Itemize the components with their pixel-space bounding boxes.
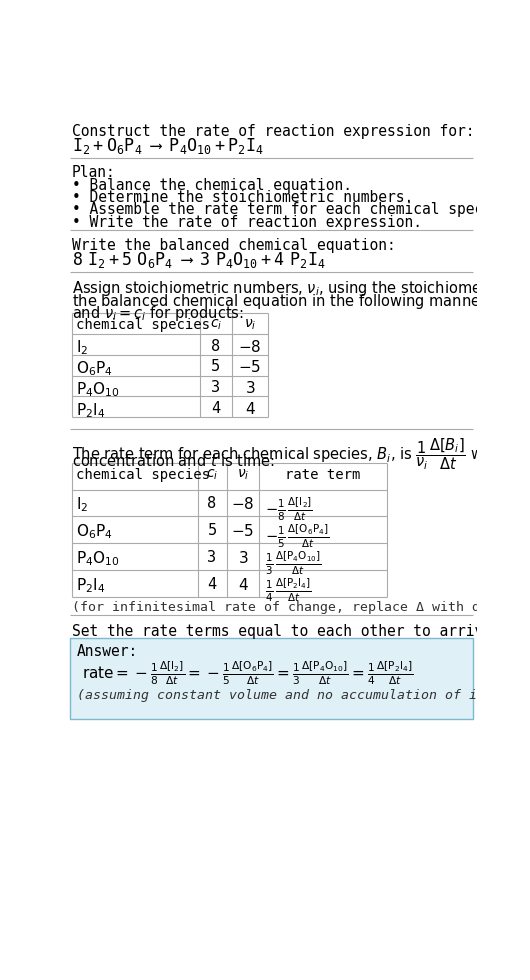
Text: $-8$: $-8$	[238, 339, 262, 355]
Text: the balanced chemical equation in the following manner: $\nu_i = -c_i$ for react: the balanced chemical equation in the fo…	[72, 292, 530, 311]
Text: rate term: rate term	[285, 468, 360, 482]
Text: $\mathrm{P_4O_{10}}$: $\mathrm{P_4O_{10}}$	[76, 550, 119, 568]
Text: • Determine the stoichiometric numbers.: • Determine the stoichiometric numbers.	[72, 190, 413, 205]
Text: $-\frac{1}{5}\,\frac{\Delta[\mathrm{O_6P_4}]}{\Delta t}$: $-\frac{1}{5}\,\frac{\Delta[\mathrm{O_6P…	[266, 522, 330, 550]
Text: Construct the rate of reaction expression for:: Construct the rate of reaction expressio…	[72, 123, 474, 139]
Text: $-5$: $-5$	[238, 360, 261, 375]
Text: $\nu_i$: $\nu_i$	[244, 318, 256, 332]
Text: chemical species: chemical species	[76, 318, 209, 332]
Text: $\mathrm{I_2}$: $\mathrm{I_2}$	[76, 339, 88, 358]
Text: 5: 5	[211, 360, 220, 374]
Text: concentration and $t$ is time:: concentration and $t$ is time:	[72, 454, 275, 469]
Bar	[70, 638, 473, 719]
Text: 8: 8	[207, 496, 217, 511]
Text: • Balance the chemical equation.: • Balance the chemical equation.	[72, 177, 352, 193]
Text: Assign stoichiometric numbers, $\nu_i$, using the stoichiometric coefficients, $: Assign stoichiometric numbers, $\nu_i$, …	[72, 279, 530, 298]
Text: $\mathrm{P_4O_{10}}$: $\mathrm{P_4O_{10}}$	[76, 380, 119, 399]
Text: (for infinitesimal rate of change, replace Δ with d): (for infinitesimal rate of change, repla…	[72, 601, 488, 614]
Text: $\mathrm{P_2I_4}$: $\mathrm{P_2I_4}$	[76, 576, 105, 595]
Text: Set the rate terms equal to each other to arrive at the rate expression:: Set the rate terms equal to each other t…	[72, 624, 530, 639]
Text: The rate term for each chemical species, $B_i$, is $\dfrac{1}{\nu_i}\dfrac{\Delt: The rate term for each chemical species,…	[72, 436, 530, 472]
Text: Write the balanced chemical equation:: Write the balanced chemical equation:	[72, 238, 395, 253]
Text: $\mathrm{P_2I_4}$: $\mathrm{P_2I_4}$	[76, 401, 105, 419]
Text: $4$: $4$	[244, 401, 255, 416]
Text: 3: 3	[211, 380, 220, 395]
Text: $\mathrm{O_6P_4}$: $\mathrm{O_6P_4}$	[76, 360, 112, 378]
Text: Answer:: Answer:	[77, 644, 138, 660]
Text: $\mathrm{I_2}$: $\mathrm{I_2}$	[76, 496, 88, 514]
Text: 5: 5	[207, 522, 217, 538]
Text: chemical species: chemical species	[76, 468, 209, 482]
Text: $\frac{1}{4}\,\frac{\Delta[\mathrm{P_2I_4}]}{\Delta t}$: $\frac{1}{4}\,\frac{\Delta[\mathrm{P_2I_…	[266, 576, 312, 604]
Text: Plan:: Plan:	[72, 166, 116, 180]
Text: $-5$: $-5$	[232, 522, 254, 539]
Text: $\mathtt{I_2 + O_6P_4 \ \longrightarrow \ P_4O_{10} + P_2I_4}$: $\mathtt{I_2 + O_6P_4 \ \longrightarrow …	[72, 136, 263, 156]
Text: $3$: $3$	[245, 380, 255, 396]
Text: $4$: $4$	[237, 576, 249, 593]
Text: $c_i$: $c_i$	[206, 468, 218, 482]
Text: $-\frac{1}{8}\,\frac{\Delta[\mathrm{I_2}]}{\Delta t}$: $-\frac{1}{8}\,\frac{\Delta[\mathrm{I_2}…	[266, 496, 313, 523]
Text: $\frac{1}{3}\,\frac{\Delta[\mathrm{P_4O_{10}}]}{\Delta t}$: $\frac{1}{3}\,\frac{\Delta[\mathrm{P_4O_…	[266, 550, 322, 577]
Text: 8: 8	[211, 339, 220, 354]
Text: $\mathrm{rate} = -\frac{1}{8}\frac{\Delta[\mathrm{I_2}]}{\Delta t} = -\frac{1}{5: $\mathrm{rate} = -\frac{1}{8}\frac{\Delt…	[82, 660, 413, 687]
Text: $\mathtt{8\ I_2 + 5\ O_6P_4 \ \longrightarrow \ 3\ P_4O_{10} + 4\ P_2I_4}$: $\mathtt{8\ I_2 + 5\ O_6P_4 \ \longright…	[72, 250, 325, 270]
Text: $c_i$: $c_i$	[210, 318, 222, 332]
Text: $\mathrm{O_6P_4}$: $\mathrm{O_6P_4}$	[76, 522, 112, 541]
Text: and $\nu_i = c_i$ for products:: and $\nu_i = c_i$ for products:	[72, 304, 243, 323]
Text: • Write the rate of reaction expression.: • Write the rate of reaction expression.	[72, 215, 422, 229]
Text: 3: 3	[207, 550, 217, 564]
Text: $3$: $3$	[237, 550, 248, 565]
Text: 4: 4	[207, 576, 217, 592]
Text: $\nu_i$: $\nu_i$	[237, 468, 249, 482]
Text: 4: 4	[211, 401, 220, 416]
Text: • Assemble the rate term for each chemical species.: • Assemble the rate term for each chemic…	[72, 202, 518, 218]
Text: (assuming constant volume and no accumulation of intermediates or side products): (assuming constant volume and no accumul…	[77, 689, 530, 702]
Text: $-8$: $-8$	[231, 496, 254, 512]
